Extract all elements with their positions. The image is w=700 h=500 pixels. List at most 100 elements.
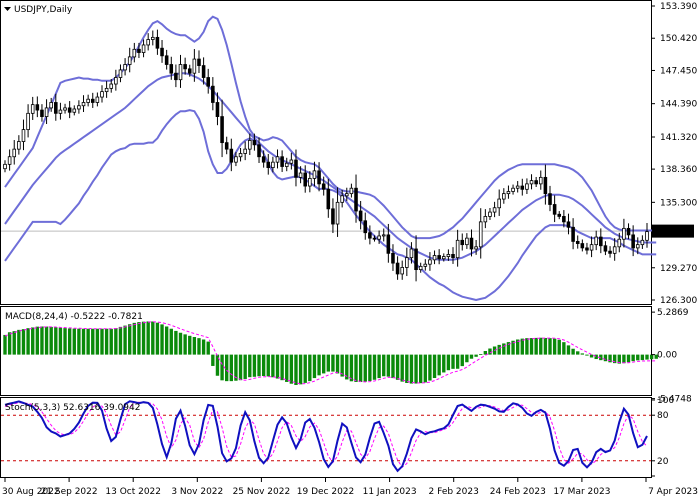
macd-bar <box>271 354 275 378</box>
macd-bar <box>636 354 640 361</box>
candle <box>608 246 612 258</box>
macd-bar <box>261 354 266 376</box>
time-tick-label: 3 Nov 2022 <box>171 487 223 497</box>
macd-bar <box>174 330 178 355</box>
candle <box>127 47 132 73</box>
candle-body <box>640 239 645 246</box>
candle <box>187 64 192 77</box>
candle-body <box>243 148 247 154</box>
candle <box>515 181 520 193</box>
candle-body <box>368 232 372 239</box>
candle-body <box>178 64 183 81</box>
candle <box>137 42 141 59</box>
macd-bar <box>285 354 289 382</box>
candle-body <box>585 247 589 251</box>
macd-bar <box>442 354 446 373</box>
candle-body <box>608 250 612 254</box>
macd-bar <box>211 354 215 366</box>
candle <box>109 79 114 93</box>
candle-body <box>515 185 520 189</box>
candle-body <box>280 156 284 167</box>
candle-body <box>599 236 603 247</box>
candle-body <box>372 237 377 240</box>
macd-bar <box>465 354 469 363</box>
candle-body <box>538 176 543 185</box>
candle <box>395 256 400 280</box>
macd-bar <box>100 328 104 355</box>
macd-bar <box>21 329 26 355</box>
candle-body <box>234 156 238 163</box>
candle-body <box>349 187 354 195</box>
macd-bar <box>395 354 400 380</box>
candle <box>465 233 469 249</box>
candle <box>344 187 349 201</box>
candle <box>525 178 529 194</box>
macd-bar <box>178 332 183 355</box>
macd-bar <box>418 354 423 384</box>
candle <box>640 235 645 249</box>
candle-body <box>469 237 474 250</box>
macd-bar <box>469 354 474 359</box>
candle-body <box>344 193 349 197</box>
candle-body <box>441 256 446 260</box>
candle <box>63 103 67 114</box>
macd-bar <box>160 324 164 355</box>
candle <box>21 119 26 151</box>
candle <box>312 161 317 187</box>
candle-body <box>215 102 220 117</box>
candle-body <box>95 96 100 103</box>
macd-bar <box>506 342 511 355</box>
price-chart-title: USDJPY,Daily <box>14 5 73 15</box>
candle <box>432 250 437 265</box>
candle-body <box>77 105 81 110</box>
macd-bar <box>331 354 335 372</box>
candle-body <box>409 248 414 259</box>
price-tick-label: 126.300 <box>660 296 697 306</box>
macd-bar <box>428 354 432 381</box>
candle-body <box>326 188 331 210</box>
candle <box>238 148 243 162</box>
macd-bar <box>460 354 464 367</box>
candle <box>548 185 552 212</box>
macd-bar <box>654 354 658 359</box>
time-tick-label: 24 Feb 2023 <box>490 487 546 497</box>
candle <box>164 49 169 70</box>
macd-bar <box>566 345 571 355</box>
candle <box>585 242 589 255</box>
macd-bar <box>409 354 414 384</box>
macd-bar <box>626 354 631 363</box>
dropdown-triangle-icon <box>4 7 11 11</box>
macd-title: MACD(8,24,4) -0.5222 -0.7821 <box>5 312 143 322</box>
candle-body <box>455 239 460 259</box>
candle-body <box>164 55 169 65</box>
candle-body <box>391 252 395 264</box>
macd-bar <box>502 343 506 355</box>
candle-body <box>141 44 146 53</box>
candle <box>123 58 127 76</box>
candle-body <box>30 104 35 114</box>
macd-bar <box>252 354 257 377</box>
candle <box>141 39 146 58</box>
macd-bar <box>525 338 529 355</box>
macd-bar <box>303 354 307 383</box>
candle <box>635 237 640 255</box>
macd-bar <box>183 334 187 355</box>
macd-bar <box>54 327 58 355</box>
macd-bar <box>488 348 492 355</box>
candle <box>114 69 118 91</box>
macd-bar <box>91 328 95 355</box>
candle-body <box>571 226 575 242</box>
candle-body <box>603 245 608 252</box>
candle-body <box>201 65 206 78</box>
candle-body <box>81 102 86 107</box>
candle-body <box>54 102 58 114</box>
candle <box>206 68 211 94</box>
candle <box>151 30 155 46</box>
macd-bar <box>608 354 612 363</box>
price-axis: 153.390 150.420 147.450 144.390 141.320 138.3… <box>651 2 697 306</box>
candle-body <box>187 68 192 74</box>
candle <box>224 136 229 155</box>
candle <box>354 174 358 223</box>
current-price-background <box>652 224 694 238</box>
macd-bar <box>220 354 224 381</box>
